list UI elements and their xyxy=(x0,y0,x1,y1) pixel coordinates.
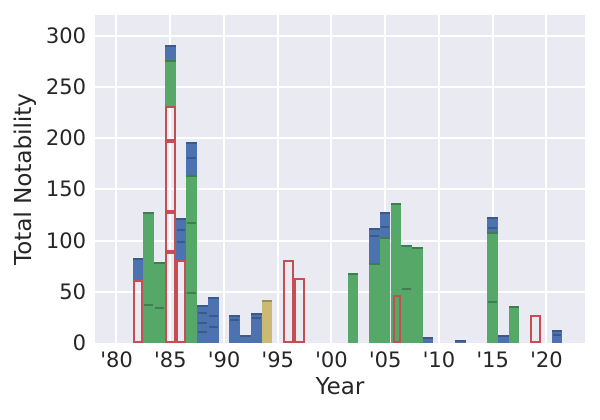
bar-segment-green xyxy=(186,175,198,343)
bar-segment-blue xyxy=(551,329,563,343)
bar-segment-green xyxy=(164,59,176,106)
vertical-gridline xyxy=(437,15,440,343)
horizontal-gridline xyxy=(95,239,585,242)
bar-stack-divider xyxy=(176,229,186,232)
bar-overlay-red xyxy=(393,294,402,343)
bar-segment-green xyxy=(347,273,359,343)
bar-segment-blue xyxy=(369,228,380,264)
bar-segment-red xyxy=(283,260,294,343)
bar-segment-blue xyxy=(229,315,241,343)
bar-segment-green xyxy=(487,232,498,343)
x-tick-label: '15 xyxy=(476,348,509,372)
bar-stack-divider xyxy=(488,227,497,230)
bar-stack-divider xyxy=(208,325,218,328)
bar-stack-divider xyxy=(198,330,207,333)
bar-segment-blue xyxy=(250,313,262,343)
bar-stack-divider xyxy=(198,321,207,324)
bar-segment-blue xyxy=(186,142,198,176)
bar-segment-red xyxy=(293,277,305,343)
bar-segment-blue xyxy=(487,217,498,233)
bar-segment-blue xyxy=(422,336,434,343)
bar-segment-green xyxy=(143,212,155,343)
bar-segment-green xyxy=(401,244,412,343)
x-axis-label: Year xyxy=(315,374,365,400)
bar-segment-red xyxy=(132,279,144,343)
bar-segment-red xyxy=(175,260,187,343)
bar-segment-blue xyxy=(454,339,466,343)
vertical-gridline xyxy=(491,15,494,343)
bar-stack-divider xyxy=(187,222,197,225)
y-tick-label: 0 xyxy=(72,331,86,355)
vertical-gridline xyxy=(545,15,548,343)
x-tick-label: '80 xyxy=(100,348,133,372)
bar-stack-divider xyxy=(198,312,207,315)
vertical-gridline xyxy=(115,15,118,343)
bar-segment-green xyxy=(411,246,423,343)
bar-segment-red xyxy=(530,315,541,343)
bar-stack-divider xyxy=(488,301,497,304)
bar-segment-green xyxy=(154,262,165,343)
bar-segment-blue xyxy=(175,218,187,261)
bar-stack-divider xyxy=(552,333,562,336)
x-tick-label: '95 xyxy=(261,348,294,372)
vertical-gridline xyxy=(276,15,279,343)
bar-segment-green xyxy=(379,236,391,343)
bar-segment-red xyxy=(164,251,176,343)
bar-segment-red xyxy=(164,105,176,142)
bar-segment-red xyxy=(164,141,176,212)
bar-segment-red xyxy=(164,212,176,252)
bar-stack-divider xyxy=(176,240,186,243)
vertical-gridline xyxy=(330,15,333,343)
y-tick-label: 250 xyxy=(45,75,86,100)
bar-segment-tan xyxy=(261,300,273,343)
bar-stack-divider xyxy=(370,234,379,237)
x-tick-label: '90 xyxy=(207,348,241,372)
horizontal-gridline xyxy=(95,34,585,37)
plot-area xyxy=(95,15,585,343)
horizontal-gridline xyxy=(95,188,585,191)
bar-stack-divider xyxy=(187,156,197,159)
bar-stack-divider xyxy=(230,319,240,322)
bar-segment-blue xyxy=(240,334,251,343)
bar-stack-divider xyxy=(380,226,390,229)
bar-segment-blue xyxy=(132,258,144,280)
bar-segment-green xyxy=(369,263,380,343)
x-tick-label: '10 xyxy=(422,348,456,372)
bar-segment-blue xyxy=(497,334,509,343)
y-tick-label: 150 xyxy=(45,177,86,202)
x-tick-label: '20 xyxy=(530,348,563,372)
bar-stack-divider xyxy=(402,287,411,290)
y-tick-label: 200 xyxy=(45,126,86,151)
horizontal-gridline xyxy=(95,290,585,293)
horizontal-gridline xyxy=(95,137,585,140)
bar-stack-divider xyxy=(144,304,154,307)
y-tick-label: 100 xyxy=(45,228,86,253)
x-tick-label: '05 xyxy=(368,348,402,372)
bar-stack-divider xyxy=(187,291,197,294)
y-tick-label: 300 xyxy=(45,23,86,48)
x-tick-label: '85 xyxy=(153,348,187,372)
bar-segment-blue xyxy=(207,296,219,343)
bar-stack-divider xyxy=(251,317,261,320)
bar-segment-green xyxy=(390,202,402,343)
x-tick-label: '00 xyxy=(315,348,348,372)
vertical-gridline xyxy=(169,15,172,343)
bar-segment-blue xyxy=(197,305,208,343)
bar-stack-divider xyxy=(155,307,164,310)
bar-stack-divider xyxy=(208,315,218,318)
vertical-gridline xyxy=(384,15,387,343)
bar-segment-blue xyxy=(164,45,176,60)
y-tick-label: 50 xyxy=(59,279,86,304)
bar-segment-blue xyxy=(379,212,391,237)
bar-segment-green xyxy=(508,306,520,343)
horizontal-gridline xyxy=(95,86,585,89)
vertical-gridline xyxy=(222,15,225,343)
